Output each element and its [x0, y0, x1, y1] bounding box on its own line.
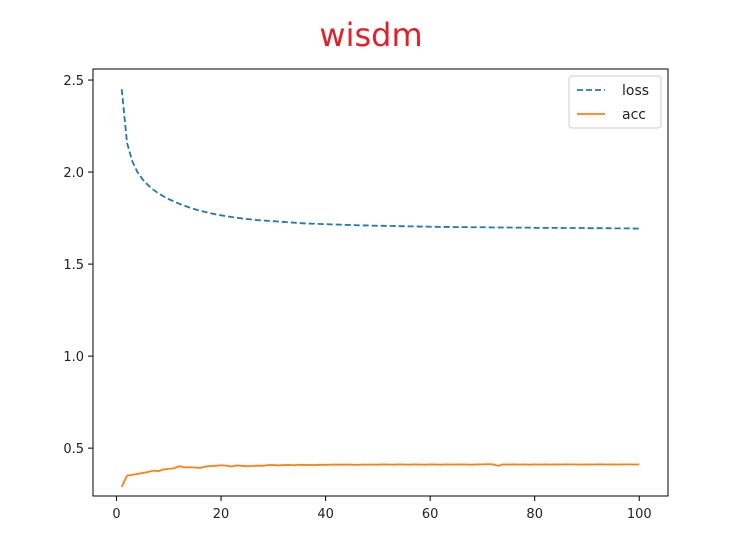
chart-title: wisdm: [319, 16, 422, 54]
y-tick-label: 2.0: [63, 166, 84, 181]
x-axis: 0 20 40 60 80 100: [112, 496, 652, 522]
x-tick-label: 40: [317, 507, 334, 522]
x-tick-label: 100: [627, 507, 652, 522]
y-tick-label: 0.5: [63, 442, 84, 457]
series-layer: [120, 89, 640, 488]
legend-label-acc: acc: [622, 107, 646, 123]
y-axis: 0.5 1.0 1.5 2.0 2.5: [63, 74, 93, 457]
y-tick-label: 1.5: [63, 258, 84, 273]
plot-area-frame: [92, 68, 669, 497]
legend: loss acc: [568, 75, 662, 129]
x-tick-label: 80: [526, 507, 543, 522]
legend-label-loss: loss: [622, 83, 649, 99]
y-tick-label: 2.5: [63, 74, 84, 89]
y-tick-label: 1.0: [63, 350, 84, 365]
series-line-loss: [120, 89, 640, 230]
x-tick-label: 20: [213, 507, 230, 522]
legend-box: [568, 75, 662, 129]
x-tick-label: 0: [112, 507, 120, 522]
series-line-acc: [120, 463, 640, 488]
x-tick-label: 60: [422, 507, 439, 522]
